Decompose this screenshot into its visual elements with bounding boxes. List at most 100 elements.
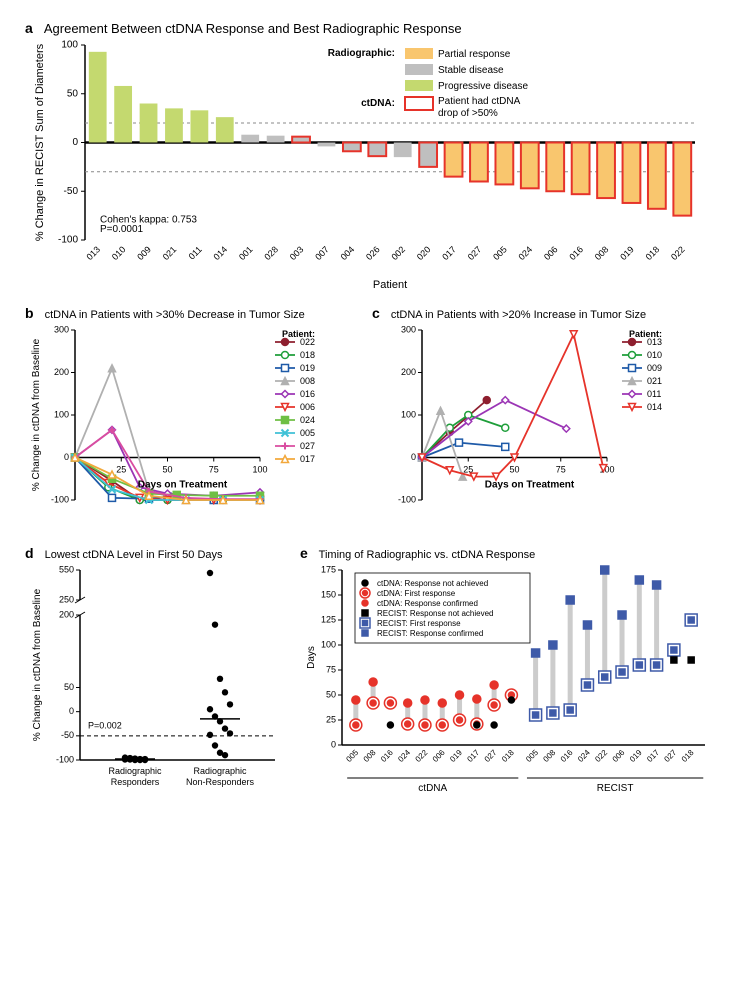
svg-text:004: 004 <box>339 244 357 262</box>
svg-text:016: 016 <box>567 244 585 262</box>
svg-text:100: 100 <box>61 40 78 51</box>
svg-text:017: 017 <box>645 748 661 764</box>
svg-text:006: 006 <box>611 748 627 764</box>
svg-text:008: 008 <box>541 748 557 764</box>
svg-text:011: 011 <box>647 389 661 399</box>
svg-text:019: 019 <box>300 363 315 373</box>
svg-text:022: 022 <box>669 244 687 262</box>
panel-a-title: Agreement Between ctDNA Response and Bes… <box>44 21 462 36</box>
svg-text:017: 017 <box>440 244 458 262</box>
svg-text:ctDNA: Response not achieved: ctDNA: Response not achieved <box>377 579 488 588</box>
svg-text:008: 008 <box>300 376 315 386</box>
panel-c-label: c <box>372 305 380 321</box>
svg-text:-50: -50 <box>61 730 74 740</box>
svg-text:022: 022 <box>300 337 315 347</box>
svg-text:005: 005 <box>524 748 540 764</box>
svg-text:026: 026 <box>364 244 382 262</box>
svg-text:200: 200 <box>59 609 74 619</box>
svg-text:Days on Treatment: Days on Treatment <box>485 480 575 491</box>
svg-text:50: 50 <box>67 88 79 99</box>
svg-text:50: 50 <box>509 465 519 475</box>
svg-text:100: 100 <box>401 409 416 419</box>
svg-text:006: 006 <box>431 748 447 764</box>
svg-text:008: 008 <box>362 748 378 764</box>
panel-d-title: Lowest ctDNA Level in First 50 Days <box>45 549 223 561</box>
panel-c-title: ctDNA in Patients with >20% Increase in … <box>391 309 646 321</box>
svg-text:008: 008 <box>593 244 611 262</box>
panel-d: d Lowest ctDNA Level in First 50 Days 25… <box>25 545 285 800</box>
svg-text:Progressive disease: Progressive disease <box>438 81 528 92</box>
svg-text:013: 013 <box>647 337 662 347</box>
svg-text:027: 027 <box>662 748 678 764</box>
svg-text:RECIST: Response confirmed: RECIST: Response confirmed <box>377 629 483 638</box>
svg-text:009: 009 <box>135 244 153 262</box>
svg-text:014: 014 <box>647 402 662 412</box>
svg-text:0: 0 <box>64 452 69 462</box>
svg-text:550: 550 <box>59 565 74 574</box>
svg-text:RadiographicNon-Responders: RadiographicNon-Responders <box>186 766 255 787</box>
chart-a: -100-50050100013010009021011014001028003… <box>25 40 705 295</box>
svg-text:024: 024 <box>517 244 535 262</box>
svg-text:024: 024 <box>576 748 592 764</box>
panel-b: b ctDNA in Patients with >30% Decrease i… <box>25 305 357 535</box>
svg-text:018: 018 <box>300 350 315 360</box>
svg-text:ctDNA:: ctDNA: <box>361 98 395 109</box>
svg-text:005: 005 <box>344 748 360 764</box>
panel-b-title: ctDNA in Patients with >30% Decrease in … <box>45 309 305 321</box>
svg-text:010: 010 <box>110 244 128 262</box>
svg-text:-100: -100 <box>398 494 416 504</box>
svg-text:019: 019 <box>618 244 636 262</box>
svg-text:0: 0 <box>331 739 336 749</box>
svg-text:019: 019 <box>628 748 644 764</box>
svg-text:RECIST: Response not achieved: RECIST: Response not achieved <box>377 609 494 618</box>
svg-text:50: 50 <box>326 689 336 699</box>
svg-text:150: 150 <box>321 589 336 599</box>
svg-text:175: 175 <box>321 565 336 574</box>
svg-text:50: 50 <box>64 682 74 692</box>
svg-text:027: 027 <box>466 244 484 262</box>
svg-text:300: 300 <box>54 325 69 334</box>
svg-text:016: 016 <box>559 748 575 764</box>
svg-text:Radiographic:: Radiographic: <box>328 48 395 59</box>
panel-e-title: Timing of Radiographic vs. ctDNA Respons… <box>319 549 536 561</box>
svg-text:Patient: Patient <box>373 279 407 291</box>
svg-text:003: 003 <box>288 244 306 262</box>
svg-text:% Change in ctDNA from Baselin: % Change in ctDNA from Baseline <box>31 338 42 491</box>
svg-text:024: 024 <box>300 415 315 425</box>
svg-text:200: 200 <box>401 367 416 377</box>
svg-text:002: 002 <box>389 244 407 262</box>
chart-b: -1000100200300255075100% Change in ctDNA… <box>25 325 355 535</box>
svg-text:Days: Days <box>306 646 317 669</box>
svg-text:-100: -100 <box>58 235 78 246</box>
svg-text:0: 0 <box>69 706 74 716</box>
svg-text:028: 028 <box>262 244 280 262</box>
svg-text:006: 006 <box>300 402 315 412</box>
svg-text:013: 013 <box>84 244 102 262</box>
svg-text:100: 100 <box>54 409 69 419</box>
svg-text:005: 005 <box>300 428 315 438</box>
svg-text:017: 017 <box>300 454 315 464</box>
svg-text:018: 018 <box>680 748 696 764</box>
svg-text:021: 021 <box>161 244 179 262</box>
svg-text:ctDNA: First response: ctDNA: First response <box>377 589 456 598</box>
svg-text:018: 018 <box>500 748 516 764</box>
svg-text:024: 024 <box>396 748 412 764</box>
svg-text:25: 25 <box>326 714 336 724</box>
svg-text:001: 001 <box>237 244 255 262</box>
svg-text:005: 005 <box>491 244 509 262</box>
svg-text:0: 0 <box>411 452 416 462</box>
chart-d: 250550-100-50050200RadiographicResponder… <box>25 565 285 800</box>
svg-text:022: 022 <box>593 748 609 764</box>
svg-text:75: 75 <box>326 664 336 674</box>
svg-text:75: 75 <box>209 465 219 475</box>
svg-text:016: 016 <box>379 748 395 764</box>
svg-text:010: 010 <box>647 350 662 360</box>
panel-e-label: e <box>300 545 308 561</box>
svg-text:300: 300 <box>401 325 416 334</box>
svg-text:-100: -100 <box>56 754 74 764</box>
svg-text:Stable disease: Stable disease <box>438 65 504 76</box>
panel-a: a Agreement Between ctDNA Response and B… <box>25 20 704 295</box>
svg-text:009: 009 <box>647 363 662 373</box>
chart-c: -1000100200300255075100Days on Treatment… <box>372 325 702 535</box>
svg-text:016: 016 <box>300 389 315 399</box>
